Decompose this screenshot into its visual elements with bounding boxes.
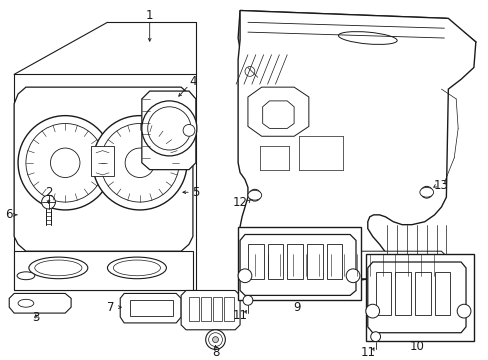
Circle shape (142, 101, 197, 156)
Bar (224, 297, 234, 321)
Circle shape (456, 304, 470, 318)
Text: 7: 7 (106, 301, 114, 314)
Circle shape (50, 148, 80, 177)
Polygon shape (14, 87, 193, 251)
Circle shape (183, 125, 195, 136)
Text: 13: 13 (433, 179, 448, 192)
Text: 3: 3 (32, 311, 40, 324)
Polygon shape (367, 262, 465, 333)
Circle shape (18, 116, 112, 210)
Circle shape (365, 304, 379, 318)
Circle shape (125, 148, 154, 177)
Bar (375, 272, 390, 315)
Circle shape (370, 332, 380, 342)
Ellipse shape (247, 190, 261, 200)
Bar (91, 146, 114, 176)
Polygon shape (262, 101, 293, 129)
Text: 8: 8 (211, 346, 219, 359)
Polygon shape (14, 251, 193, 291)
Polygon shape (181, 291, 240, 330)
Circle shape (238, 269, 251, 283)
Ellipse shape (338, 32, 396, 44)
Bar (188, 297, 199, 321)
Circle shape (93, 116, 186, 210)
Bar (326, 244, 342, 279)
Ellipse shape (18, 299, 34, 307)
Circle shape (212, 337, 218, 343)
Bar (247, 244, 263, 279)
Bar (201, 297, 210, 321)
Ellipse shape (17, 272, 35, 280)
Polygon shape (142, 91, 196, 170)
Bar (267, 244, 283, 279)
Text: 10: 10 (408, 340, 424, 353)
Text: 5: 5 (192, 186, 199, 199)
Bar (414, 272, 430, 315)
Text: 2: 2 (45, 186, 52, 199)
Text: 1: 1 (145, 9, 153, 22)
Bar (394, 272, 410, 315)
Bar (238, 227, 360, 300)
Circle shape (243, 296, 252, 305)
Bar (286, 244, 303, 279)
Circle shape (346, 269, 359, 283)
Text: 11: 11 (232, 309, 247, 321)
Polygon shape (238, 10, 475, 75)
Ellipse shape (107, 257, 166, 279)
Polygon shape (238, 10, 475, 282)
Ellipse shape (29, 257, 88, 279)
Polygon shape (240, 234, 355, 296)
Ellipse shape (419, 187, 433, 197)
Text: 12: 12 (232, 195, 247, 208)
Polygon shape (247, 87, 308, 136)
Polygon shape (240, 251, 446, 279)
Text: 9: 9 (293, 301, 300, 314)
Circle shape (41, 195, 55, 209)
Polygon shape (120, 293, 181, 323)
Bar (130, 300, 173, 316)
Text: 11: 11 (360, 346, 374, 359)
Bar (212, 297, 222, 321)
Circle shape (420, 186, 432, 198)
Circle shape (205, 330, 225, 350)
Text: 6: 6 (5, 208, 13, 221)
Bar (434, 272, 449, 315)
Circle shape (248, 189, 260, 201)
Polygon shape (9, 293, 71, 313)
Bar (365, 254, 473, 341)
Bar (306, 244, 322, 279)
Text: 4: 4 (189, 75, 196, 88)
